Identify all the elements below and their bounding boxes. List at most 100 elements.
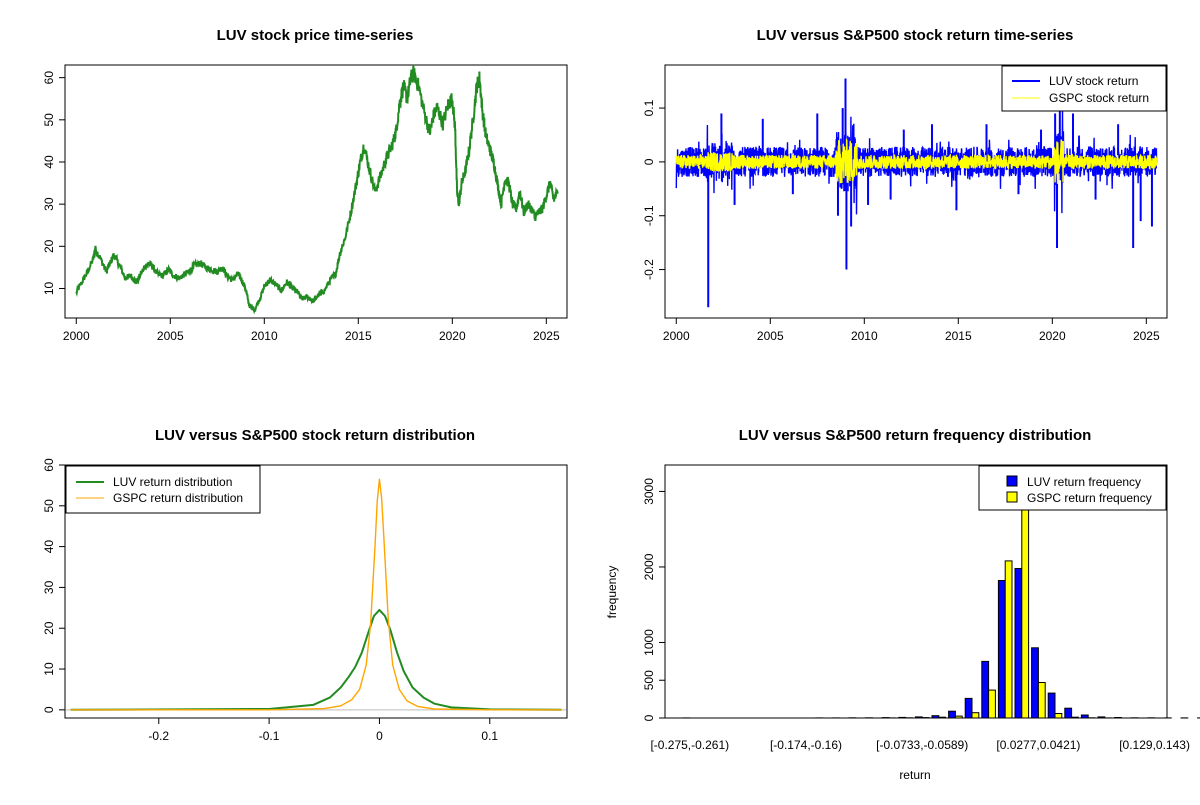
returns-y-tick-label: 0.1 — [642, 99, 656, 116]
luv-frequency-bar — [899, 717, 906, 718]
frequency-y-axis: 0 500 1000 2000 3000 — [642, 478, 665, 722]
frequency-y-tick-label: 1000 — [642, 629, 656, 656]
frequency-y-tick-label: 0 — [642, 714, 656, 721]
density-y-tick-label: 30 — [42, 580, 56, 594]
gspc-frequency-bar — [939, 717, 946, 718]
returns-series — [676, 78, 1156, 307]
returns-y-tick-label: -0.1 — [642, 205, 656, 226]
frequency-x-tick-label: [-0.174,-0.16) — [770, 738, 842, 752]
density-x-tick-label: -0.1 — [259, 729, 280, 743]
gspc-frequency-bar — [1072, 717, 1079, 718]
panel-density: LUV versus S&P500 stock return distribut… — [42, 427, 567, 743]
density-y-tick-label: 50 — [42, 499, 56, 513]
luv-frequency-bar — [1081, 715, 1088, 718]
frequency-x-tick-label: [-0.0733,-0.0589) — [876, 738, 968, 752]
frequency-y-tick-label: 500 — [642, 670, 656, 690]
luv-frequency-bar — [1032, 648, 1039, 718]
returns-y-axis: -0.2 -0.1 0 0.1 — [642, 99, 665, 279]
gspc-frequency-bar — [1055, 714, 1062, 719]
returns-x-tick-label: 2020 — [1039, 329, 1066, 343]
price-chart-title: LUV stock price time-series — [217, 27, 414, 44]
legend-swatch-luv-frequency — [1007, 476, 1017, 486]
luv-frequency-bar — [982, 661, 989, 718]
luv-frequency-bar — [949, 711, 956, 718]
price-x-tick-label: 2025 — [533, 329, 560, 343]
luv-frequency-bar — [998, 581, 1005, 719]
price-x-axis: 2000 2005 2010 2015 2020 2025 — [63, 318, 560, 343]
luv-frequency-bar — [1015, 569, 1022, 719]
density-x-tick-label: 0 — [376, 729, 383, 743]
legend-label-luv-return: LUV stock return — [1049, 74, 1138, 88]
legend-label-luv-frequency: LUV return frequency — [1027, 475, 1141, 489]
returns-legend: LUV stock return GSPC stock return — [1002, 66, 1166, 111]
density-y-tick-label: 0 — [42, 706, 56, 713]
density-series — [66, 479, 566, 710]
frequency-x-tick-label: [-0.275,-0.261) — [650, 738, 729, 752]
price-y-axis: 10 20 30 40 50 60 — [42, 71, 65, 296]
price-plot-box — [65, 65, 567, 318]
price-y-tick-label: 60 — [42, 71, 56, 85]
luv-frequency-bar — [1065, 708, 1072, 718]
density-y-tick-label: 20 — [42, 621, 56, 635]
legend-label-gspc-return: GSPC stock return — [1049, 91, 1149, 105]
panel-frequency: LUV versus S&P500 return frequency distr… — [605, 427, 1200, 782]
gspc-frequency-bar — [1005, 561, 1012, 718]
luv-frequency-bar — [1098, 717, 1105, 718]
gspc-density-curve — [71, 479, 562, 710]
density-legend: LUV return distribution GSPC return dist… — [66, 466, 260, 513]
frequency-y-tick-label: 3000 — [642, 478, 656, 505]
price-y-tick-label: 20 — [42, 239, 56, 253]
luv-frequency-bar — [1115, 718, 1122, 719]
price-y-tick-label: 30 — [42, 197, 56, 211]
returns-chart-title: LUV versus S&P500 stock return time-seri… — [757, 27, 1074, 44]
legend-label-gspc-density: GSPC return distribution — [113, 491, 243, 505]
returns-x-axis: 2000 2005 2010 2015 2020 2025 — [663, 318, 1160, 343]
returns-x-tick-label: 2010 — [851, 329, 878, 343]
price-x-tick-label: 2020 — [439, 329, 466, 343]
price-y-tick-label: 50 — [42, 113, 56, 127]
gspc-frequency-bar — [989, 690, 996, 718]
returns-x-tick-label: 2000 — [663, 329, 690, 343]
price-line — [76, 67, 557, 312]
price-y-tick-label: 40 — [42, 155, 56, 169]
luv-frequency-bar — [965, 698, 972, 718]
price-x-tick-label: 2015 — [345, 329, 372, 343]
frequency-chart-title: LUV versus S&P500 return frequency distr… — [739, 427, 1092, 444]
frequency-y-axis-label: frequency — [605, 566, 619, 619]
panel-returns: LUV versus S&P500 stock return time-seri… — [642, 27, 1167, 343]
returns-y-tick-label: 0 — [642, 158, 656, 165]
luv-frequency-bar — [915, 717, 922, 718]
density-y-tick-label: 60 — [42, 458, 56, 472]
returns-x-tick-label: 2015 — [945, 329, 972, 343]
density-y-tick-label: 40 — [42, 540, 56, 554]
price-x-tick-label: 2005 — [157, 329, 184, 343]
frequency-x-axis: [-0.275,-0.261) [-0.174,-0.16) [-0.0733,-0… — [650, 738, 1190, 752]
legend-swatch-gspc-frequency — [1007, 492, 1017, 502]
price-x-tick-label: 2010 — [251, 329, 278, 343]
luv-frequency-bar — [1048, 693, 1055, 718]
frequency-x-axis-label: return — [899, 768, 930, 782]
legend-label-gspc-frequency: GSPC return frequency — [1027, 491, 1152, 505]
returns-y-tick-label: -0.2 — [642, 259, 656, 280]
gspc-frequency-bar — [972, 713, 979, 718]
gspc-frequency-bar — [955, 716, 962, 718]
density-y-tick-label: 10 — [42, 662, 56, 676]
gspc-frequency-bar — [1038, 683, 1045, 719]
frequency-x-tick-label: [0.0277,0.0421) — [996, 738, 1080, 752]
returns-x-tick-label: 2025 — [1133, 329, 1160, 343]
density-y-axis: 0 10 20 30 40 50 60 — [42, 458, 65, 713]
frequency-y-tick-label: 2000 — [642, 553, 656, 580]
density-x-tick-label: 0.1 — [481, 729, 498, 743]
returns-x-tick-label: 2005 — [757, 329, 784, 343]
frequency-legend: LUV return frequency GSPC return frequen… — [979, 466, 1166, 510]
density-legend-box — [66, 466, 260, 513]
price-y-tick-label: 10 — [42, 281, 56, 295]
density-chart-title: LUV versus S&P500 stock return distribut… — [155, 427, 475, 444]
gspc-return-line — [676, 140, 1156, 184]
price-x-tick-label: 2000 — [63, 329, 90, 343]
frequency-x-tick-label: [0.129,0.143) — [1119, 738, 1190, 752]
price-series — [76, 67, 557, 312]
